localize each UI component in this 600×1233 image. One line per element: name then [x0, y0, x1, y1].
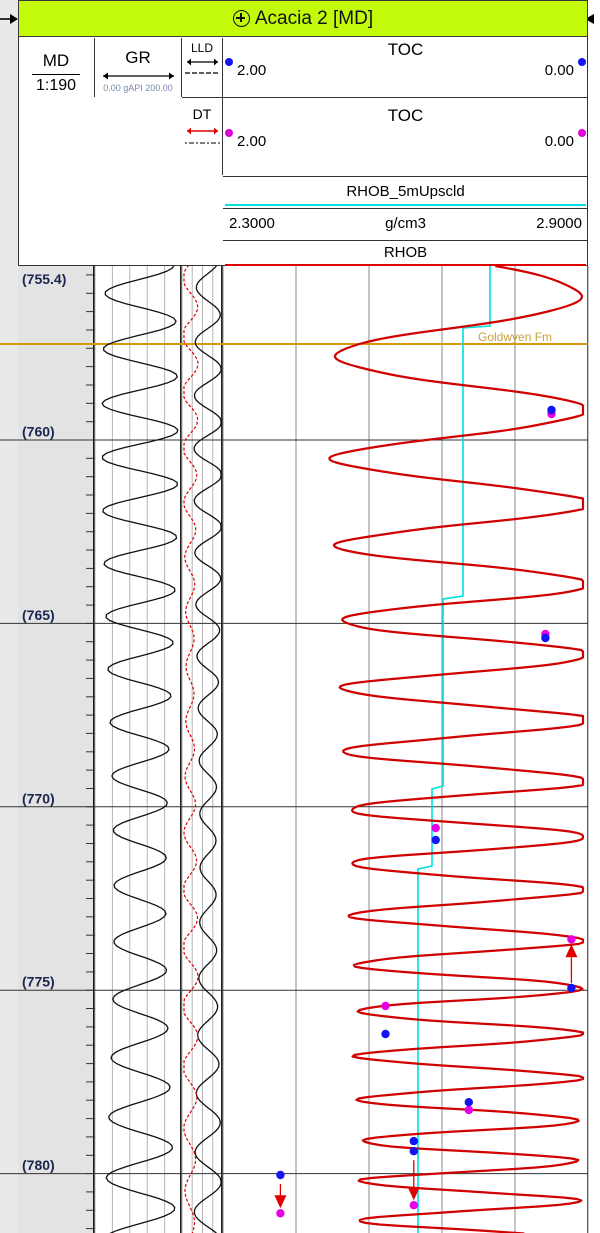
svg-text:(780): (780)	[22, 1157, 55, 1173]
svg-text:(760): (760)	[22, 424, 55, 440]
svg-text:(770): (770)	[22, 790, 55, 806]
svg-text:(775): (775)	[22, 974, 55, 990]
svg-text:(765): (765)	[22, 607, 55, 623]
svg-text:(755.4): (755.4)	[22, 271, 66, 287]
svg-text:Goldwyen Fm: Goldwyen Fm	[478, 330, 552, 344]
